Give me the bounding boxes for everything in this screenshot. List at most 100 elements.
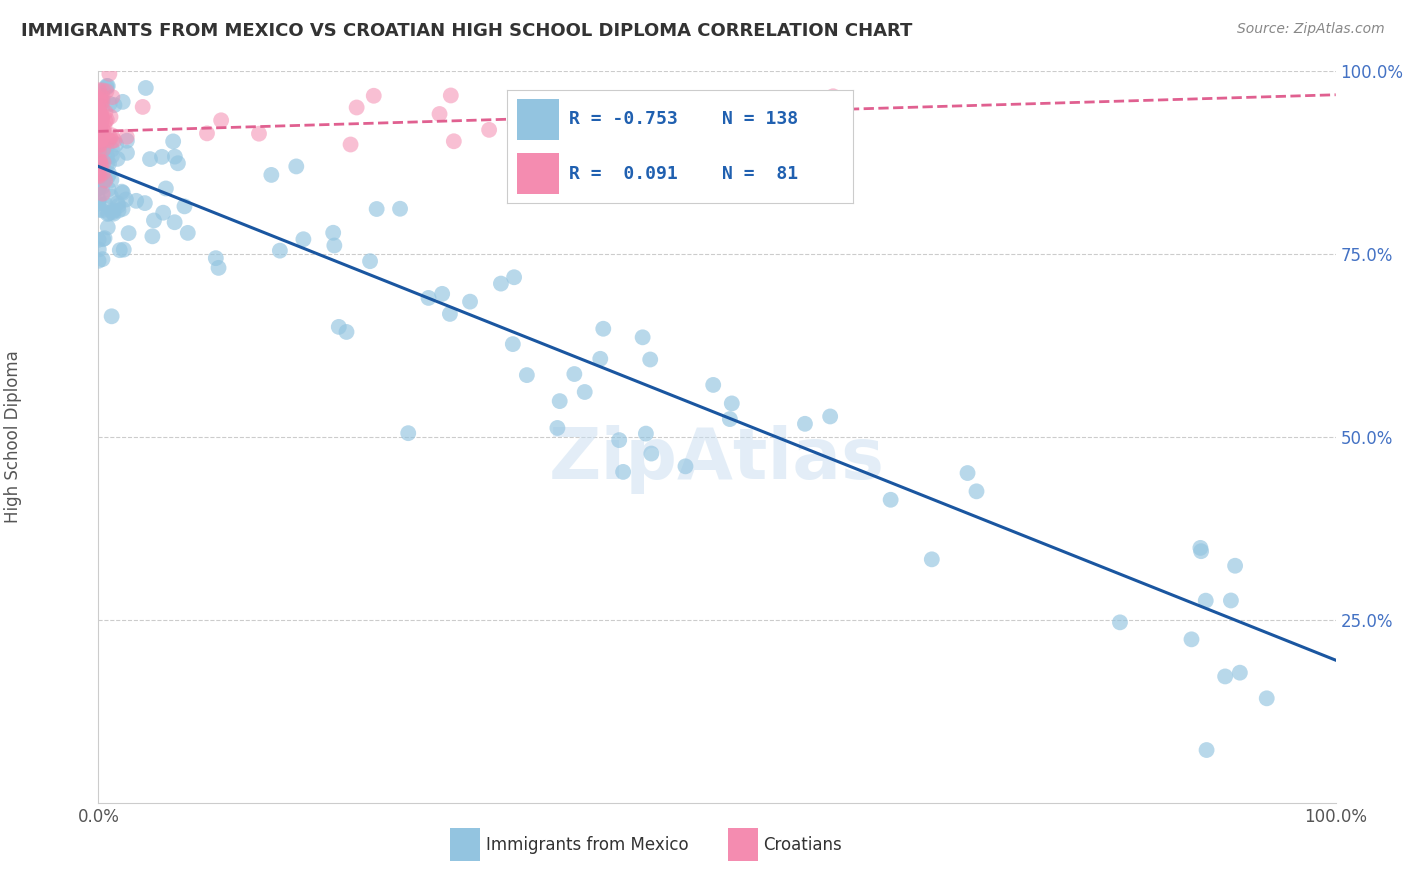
Point [90,116,112,130]
Point [546,421,568,435]
Point [139,152,162,166]
Point [87,196,110,211]
Point [389,202,412,216]
Point [105,137,128,152]
Point [173,199,195,213]
Point [718,412,741,426]
Point [89,120,111,134]
Point [107,203,129,218]
Point [96,150,118,164]
Point [97,220,120,235]
Point [195,127,218,141]
Point [97,206,120,220]
Text: IMMIGRANTS FROM MEXICO VS CROATIAN HIGH SCHOOL DIPLOMA CORRELATION CHART: IMMIGRANTS FROM MEXICO VS CROATIAN HIGH … [21,22,912,40]
Point [87,145,110,159]
Point [141,229,163,244]
Point [103,98,125,112]
Point [87,121,110,136]
Point [89,202,111,217]
Point [111,95,134,109]
Point [87,129,110,144]
Point [90,111,112,125]
Point [90,124,112,138]
Point [429,107,451,121]
Point [107,152,129,166]
Point [91,90,114,104]
Point [209,113,232,128]
Point [430,286,453,301]
Point [87,128,110,143]
Point [101,149,124,163]
Point [89,154,111,169]
Point [91,180,114,194]
Point [87,125,110,139]
Point [94,105,117,120]
Point [91,174,114,188]
Point [125,194,148,208]
Point [97,78,120,93]
Point [328,319,350,334]
Point [1195,743,1218,757]
Point [87,193,110,207]
Point [87,168,110,182]
Point [93,142,115,156]
Point [89,110,111,124]
Point [631,330,654,344]
Point [101,90,124,104]
Point [87,113,110,128]
Point [396,426,419,441]
Point [107,199,129,213]
Point [96,80,118,95]
Point [89,128,111,142]
Point [592,96,614,111]
Point [285,160,308,174]
Point [89,137,111,152]
Point [956,466,979,480]
Point [93,155,115,169]
Point [87,181,110,195]
Point [87,233,110,247]
Point [675,459,697,474]
Point [98,131,121,145]
Point [94,114,117,128]
Point [91,101,114,115]
Point [502,337,524,351]
Point [100,310,122,324]
Point [98,167,121,181]
Point [115,193,138,207]
Point [101,134,124,148]
Point [107,196,129,211]
Text: Source: ZipAtlas.com: Source: ZipAtlas.com [1237,22,1385,37]
Point [921,552,943,566]
Point [89,122,111,136]
Point [97,169,120,184]
Point [87,126,110,140]
Point [93,120,115,134]
Point [89,106,111,120]
Point [634,426,657,441]
Point [574,384,596,399]
Point [589,351,612,366]
Point [1213,669,1236,683]
Point [339,137,361,152]
Point [440,88,463,103]
Point [91,95,114,109]
Point [152,205,174,219]
Point [966,484,988,499]
Point [101,128,124,143]
Point [89,133,111,147]
Point [87,103,110,118]
Point [101,203,124,218]
Point [90,139,112,153]
Point [516,368,538,383]
Point [91,123,114,137]
Point [96,112,118,127]
Point [90,110,112,124]
Point [91,252,114,267]
Point [366,202,388,216]
Point [91,94,114,108]
Point [1229,665,1251,680]
Point [98,96,121,111]
Point [100,110,122,124]
Point [89,138,111,153]
